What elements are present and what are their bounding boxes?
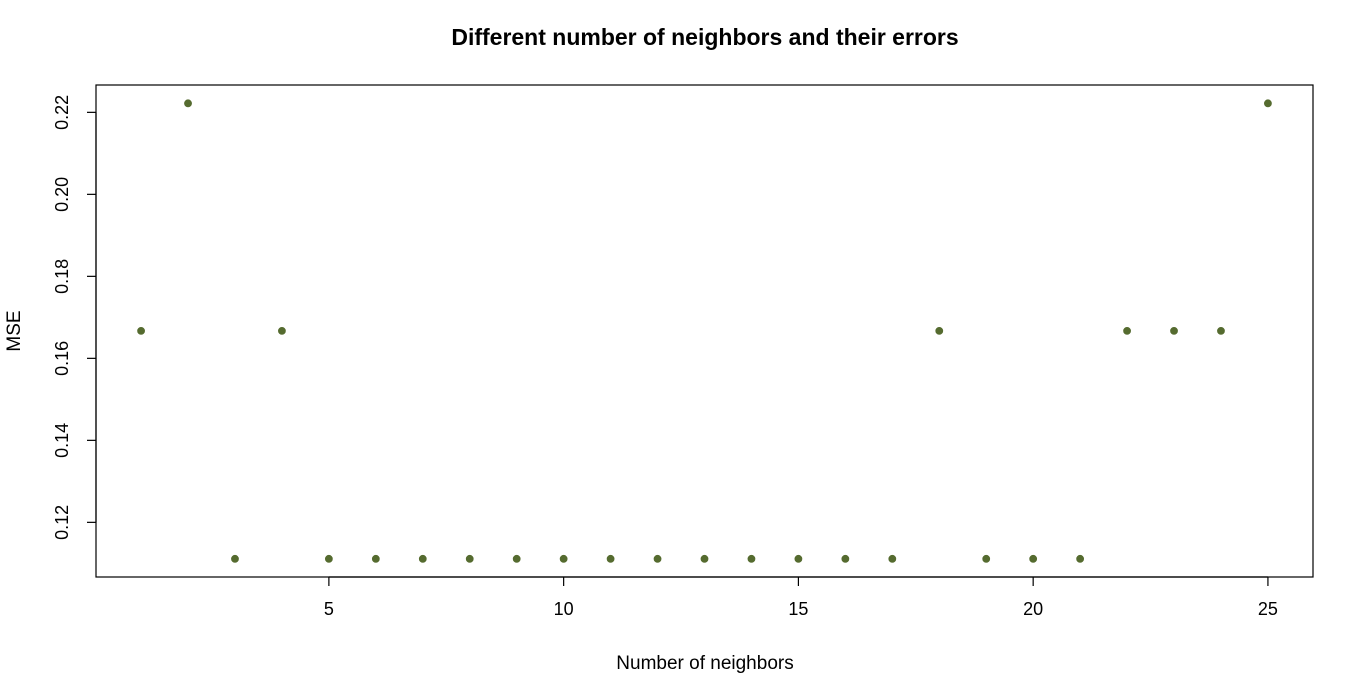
data-point [606,554,615,563]
data-point [512,554,521,563]
data-point [137,326,145,335]
chart-title: Different number of neighbors and their … [451,24,958,50]
data-point [841,554,850,563]
data-point [231,554,239,563]
x-tick-label: 25 [1258,599,1278,619]
data-point [465,554,474,563]
data-point [1123,326,1131,335]
data-point [1029,554,1038,563]
x-tick-label: 15 [788,599,808,619]
x-tick-label: 20 [1023,599,1043,619]
y-tick-label: 0.12 [52,505,72,540]
data-point [418,554,427,563]
data-point [1170,326,1178,335]
data-point [1076,554,1085,563]
y-tick-label: 0.14 [52,423,72,458]
y-axis: 0.12 0.14 0.16 0.18 0.20 0.22 [52,95,97,540]
x-tick-label: 10 [554,599,574,619]
y-tick-label: 0.16 [52,341,72,376]
data-point [935,326,944,335]
y-axis-label: MSE [4,310,25,351]
data-point [371,554,380,563]
y-tick-label: 0.22 [52,95,72,130]
data-point [324,554,333,563]
data-point [184,99,192,108]
data-point [747,554,756,563]
y-tick-label: 0.20 [52,177,72,212]
data-point [559,554,568,563]
data-point [278,326,286,335]
data-point [700,554,709,563]
x-tick-label: 5 [324,599,334,619]
x-axis-label: Number of neighbors [616,653,793,674]
data-points [137,99,1272,563]
y-tick-label: 0.18 [52,259,72,294]
data-point [794,554,803,563]
data-point [1264,99,1272,108]
data-point [1217,326,1225,335]
x-axis: 5 10 15 20 25 [324,576,1278,619]
data-point [653,554,662,563]
data-point [888,554,897,563]
data-point [982,554,991,563]
